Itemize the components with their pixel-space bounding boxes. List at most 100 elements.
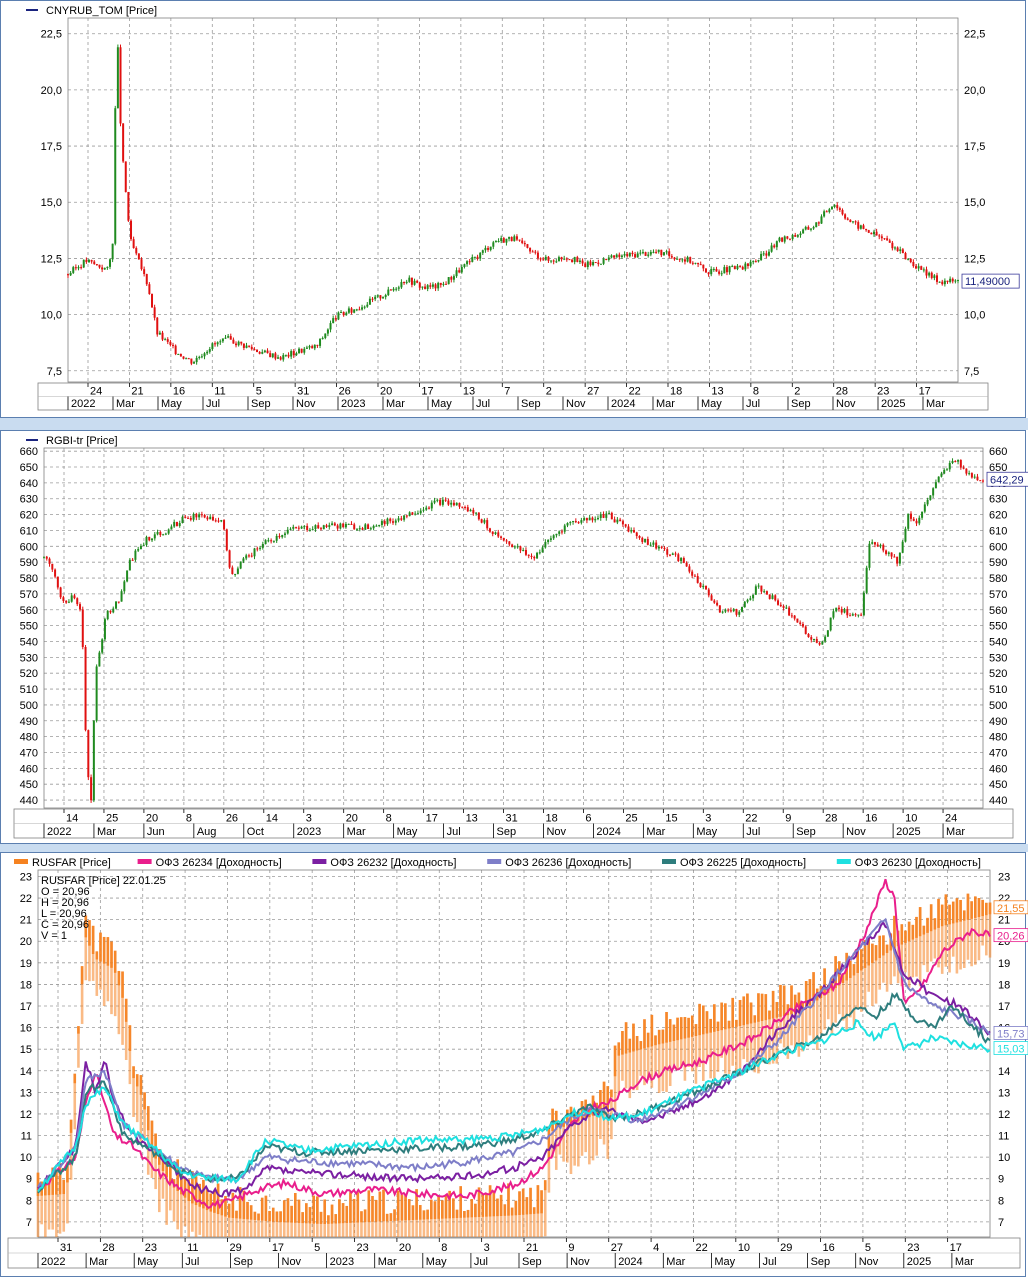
x-tick-label-top: 23	[877, 386, 889, 398]
candle-body	[970, 473, 973, 478]
x-tick-label-top: 3	[484, 1242, 490, 1254]
candle-body	[98, 264, 101, 268]
candle-body	[581, 260, 584, 264]
candle-body	[120, 591, 123, 602]
y-tick-label: 22,5	[964, 29, 985, 41]
x-tick-label-bottom: May	[397, 826, 418, 838]
candle-body	[211, 343, 214, 350]
candle-body	[957, 460, 960, 462]
candle-body	[430, 502, 433, 509]
candle-body	[426, 285, 429, 289]
candle-body	[542, 259, 545, 261]
y-tick-label: 17	[998, 1001, 1010, 1013]
y-tick-label: 16	[20, 1023, 32, 1035]
candle-body	[325, 525, 328, 527]
candle-body	[466, 261, 469, 265]
x-tick-label-top: 22	[629, 386, 641, 398]
candle-body	[565, 258, 568, 260]
candle-body	[156, 531, 159, 535]
legend-entry: ОФЗ 26225 [Доходность]	[680, 857, 806, 869]
candle-body	[395, 288, 398, 290]
candle-body	[235, 343, 238, 346]
candle-body	[151, 293, 154, 308]
candle-body	[765, 253, 768, 256]
y-tick-label: 9	[26, 1174, 32, 1186]
candle-body	[804, 626, 807, 634]
series-line	[37, 920, 991, 1198]
candle-body	[626, 254, 629, 257]
x-tick-label-top: 27	[611, 1242, 623, 1254]
y-tick-label: 13	[998, 1087, 1010, 1099]
candle-body	[339, 523, 342, 529]
candle-body	[81, 609, 84, 647]
candle-body	[177, 353, 180, 355]
candle-body	[586, 261, 589, 267]
candle-body	[486, 520, 489, 529]
candle-body	[95, 666, 98, 721]
x-tick-label-bottom: Nov	[846, 826, 866, 838]
candle-body	[799, 233, 802, 236]
candle-body	[62, 597, 65, 601]
candle-body	[408, 512, 411, 517]
x-tick-label-top: 14	[66, 813, 78, 825]
candle-body	[329, 323, 332, 330]
x-tick-label-top: 9	[568, 1242, 574, 1254]
candle-body	[334, 318, 337, 320]
candle-body	[353, 309, 356, 313]
candle-body	[179, 353, 182, 357]
candle-body	[166, 339, 169, 342]
y-tick-label: 15,0	[964, 197, 985, 209]
candle-body	[707, 272, 710, 275]
x-tick-label-top: 24	[90, 386, 102, 398]
candle-body	[536, 252, 539, 259]
y-tick-label: 630	[989, 494, 1007, 506]
candle-body	[458, 502, 461, 507]
x-tick-label-top: 10	[738, 1242, 750, 1254]
candle-body	[982, 480, 984, 482]
candle-body	[859, 225, 862, 229]
candle-body	[263, 350, 266, 353]
candle-body	[361, 307, 364, 310]
candle-body	[439, 282, 442, 285]
candle-body	[274, 353, 277, 359]
candle-body	[547, 256, 550, 261]
x-tick-label-top: 11	[214, 386, 225, 398]
y-tick-label: 660	[20, 446, 38, 458]
candle-body	[893, 247, 896, 249]
x-tick-label-bottom: Mar	[656, 398, 675, 410]
candle-body	[580, 520, 583, 523]
candle-body	[872, 231, 875, 235]
y-tick-label: 14	[20, 1066, 32, 1078]
candle-body	[502, 537, 505, 541]
x-tick-label-top: 31	[506, 813, 518, 825]
candle-body	[538, 552, 541, 554]
candle-body	[922, 269, 925, 271]
candle-body	[665, 251, 668, 253]
candle-body	[429, 285, 432, 287]
x-tick-label-bottom: 2022	[71, 398, 95, 410]
rgbi-chart: RGBI-tr [Price] 660650640630620610600590…	[13, 435, 1028, 839]
last-value-box	[993, 1026, 1028, 1040]
x-tick-label-bottom: Nov	[546, 826, 566, 838]
candle-body	[374, 296, 377, 300]
y-tick-label: 560	[989, 605, 1007, 617]
candle-body	[270, 540, 273, 542]
candle-body	[271, 353, 274, 358]
series-line	[37, 917, 991, 1190]
candle-body	[788, 607, 791, 616]
candle-body	[657, 546, 660, 549]
candle-body	[494, 241, 497, 243]
candle-body	[616, 519, 619, 523]
x-tick-label-bottom: 2023	[297, 826, 321, 838]
candle-body	[487, 247, 490, 250]
candle-body	[937, 476, 940, 483]
candle-body	[677, 554, 680, 562]
candle-body	[245, 345, 248, 348]
candle-body	[195, 357, 198, 363]
x-tick-label-top: 17	[919, 386, 931, 398]
candle-body	[949, 278, 952, 283]
legend-swatch	[662, 859, 676, 864]
x-tick-label-top: 18	[670, 386, 682, 398]
candle-body	[193, 362, 196, 364]
candle-body	[552, 535, 555, 539]
